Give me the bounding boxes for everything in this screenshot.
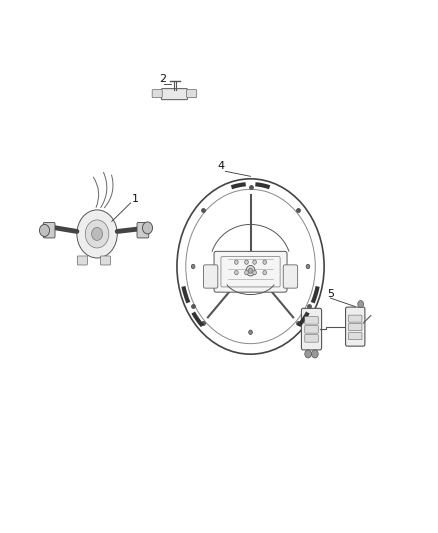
Circle shape <box>142 222 152 234</box>
FancyBboxPatch shape <box>301 308 321 350</box>
FancyBboxPatch shape <box>305 317 318 324</box>
Text: 2: 2 <box>159 74 166 84</box>
Circle shape <box>234 260 238 264</box>
FancyBboxPatch shape <box>214 252 287 292</box>
Circle shape <box>246 265 255 276</box>
Text: 1: 1 <box>131 194 138 204</box>
Text: 4: 4 <box>218 161 225 171</box>
Text: 5: 5 <box>327 289 334 299</box>
FancyBboxPatch shape <box>349 315 362 322</box>
FancyBboxPatch shape <box>187 90 197 98</box>
FancyBboxPatch shape <box>100 256 110 265</box>
FancyBboxPatch shape <box>161 88 187 100</box>
Circle shape <box>253 260 256 264</box>
FancyBboxPatch shape <box>305 326 318 333</box>
FancyBboxPatch shape <box>152 90 162 98</box>
Circle shape <box>245 270 248 275</box>
Circle shape <box>85 220 109 248</box>
Circle shape <box>191 264 195 269</box>
Circle shape <box>92 228 102 240</box>
Circle shape <box>263 260 267 264</box>
Circle shape <box>311 350 318 358</box>
Circle shape <box>306 264 310 269</box>
Circle shape <box>234 270 238 275</box>
Circle shape <box>358 301 364 308</box>
Circle shape <box>305 350 311 358</box>
Circle shape <box>253 270 256 275</box>
Circle shape <box>248 268 253 273</box>
Circle shape <box>77 210 117 258</box>
FancyBboxPatch shape <box>305 335 318 342</box>
FancyBboxPatch shape <box>346 307 365 346</box>
FancyBboxPatch shape <box>349 324 362 330</box>
FancyBboxPatch shape <box>43 222 55 238</box>
FancyBboxPatch shape <box>283 265 298 288</box>
Circle shape <box>263 270 267 275</box>
FancyBboxPatch shape <box>137 222 149 238</box>
FancyBboxPatch shape <box>203 265 218 288</box>
Circle shape <box>245 260 248 264</box>
FancyBboxPatch shape <box>349 333 362 340</box>
FancyBboxPatch shape <box>77 256 88 265</box>
Circle shape <box>249 330 252 334</box>
Circle shape <box>39 224 49 237</box>
